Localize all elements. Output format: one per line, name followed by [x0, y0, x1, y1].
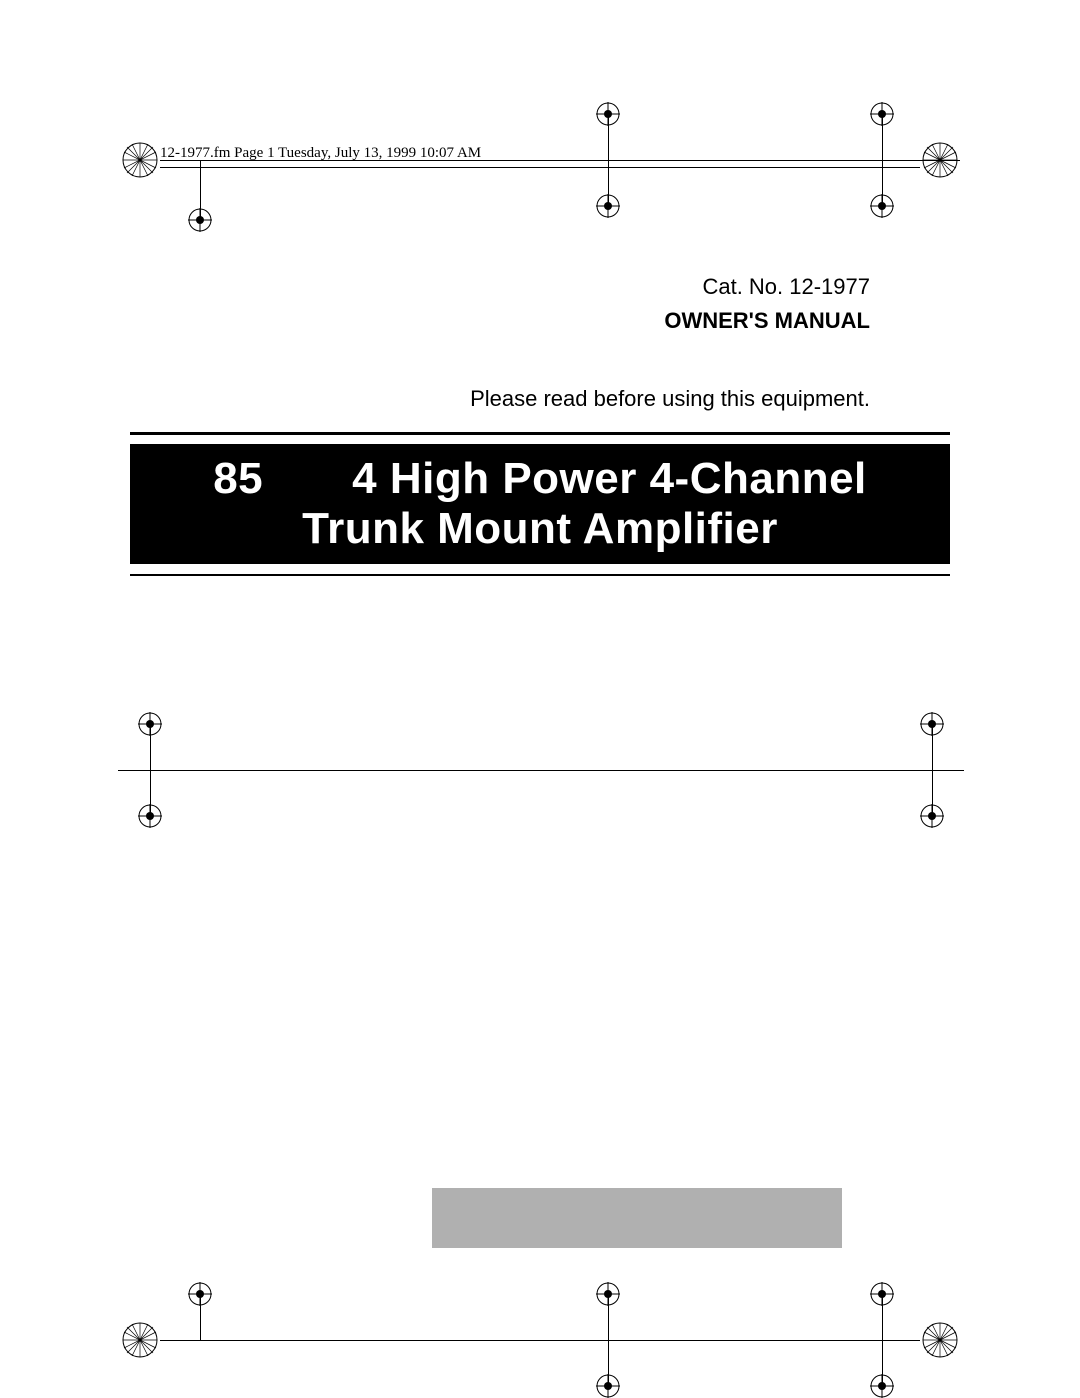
- please-read-text: Please read before using this equipment.: [470, 386, 870, 412]
- reg-target-icon: [596, 1282, 620, 1306]
- reg-target-icon: [870, 1282, 894, 1306]
- reg-target-icon: [138, 804, 162, 828]
- reg-target-icon: [870, 102, 894, 126]
- title-line-1: 85 4 High Power 4-Channel: [130, 454, 950, 504]
- title-top-rule: [130, 432, 950, 435]
- reg-target-icon: [920, 804, 944, 828]
- title-line-2: Trunk Mount Amplifier: [130, 504, 950, 554]
- reg-mark-big: [922, 1322, 958, 1358]
- reg-hline: [118, 770, 964, 771]
- catalog-number: Cat. No. 12-1977: [702, 274, 870, 300]
- title-bottom-rule: [130, 574, 950, 576]
- header-info-line: 12-1977.fm Page 1 Tuesday, July 13, 1999…: [160, 144, 920, 168]
- reg-target-icon: [188, 1282, 212, 1306]
- reg-vline: [150, 724, 151, 816]
- reg-vline: [608, 1294, 609, 1386]
- reg-target-icon: [870, 194, 894, 218]
- reg-target-icon: [870, 1374, 894, 1398]
- page: { "header_info": "12-1977.fm Page 1 Tues…: [0, 0, 1080, 1397]
- reg-target-icon: [596, 1374, 620, 1398]
- reg-target-icon: [596, 102, 620, 126]
- reg-target-icon: [596, 194, 620, 218]
- reg-mark-big: [122, 1322, 158, 1358]
- reg-target-icon: [138, 712, 162, 736]
- reg-vline: [882, 1294, 883, 1386]
- header-info-text: 12-1977.fm Page 1 Tuesday, July 13, 1999…: [160, 145, 481, 165]
- reg-hline: [160, 1340, 920, 1341]
- reg-vline: [932, 724, 933, 816]
- reg-target-icon: [920, 712, 944, 736]
- reg-mark-big: [122, 142, 158, 178]
- image-placeholder-block: [432, 1188, 842, 1248]
- owners-manual-label: OWNER'S MANUAL: [664, 308, 870, 334]
- reg-mark-big: [922, 142, 958, 178]
- title-band: 85 4 High Power 4-Channel Trunk Mount Am…: [130, 444, 950, 564]
- reg-target-icon: [188, 208, 212, 232]
